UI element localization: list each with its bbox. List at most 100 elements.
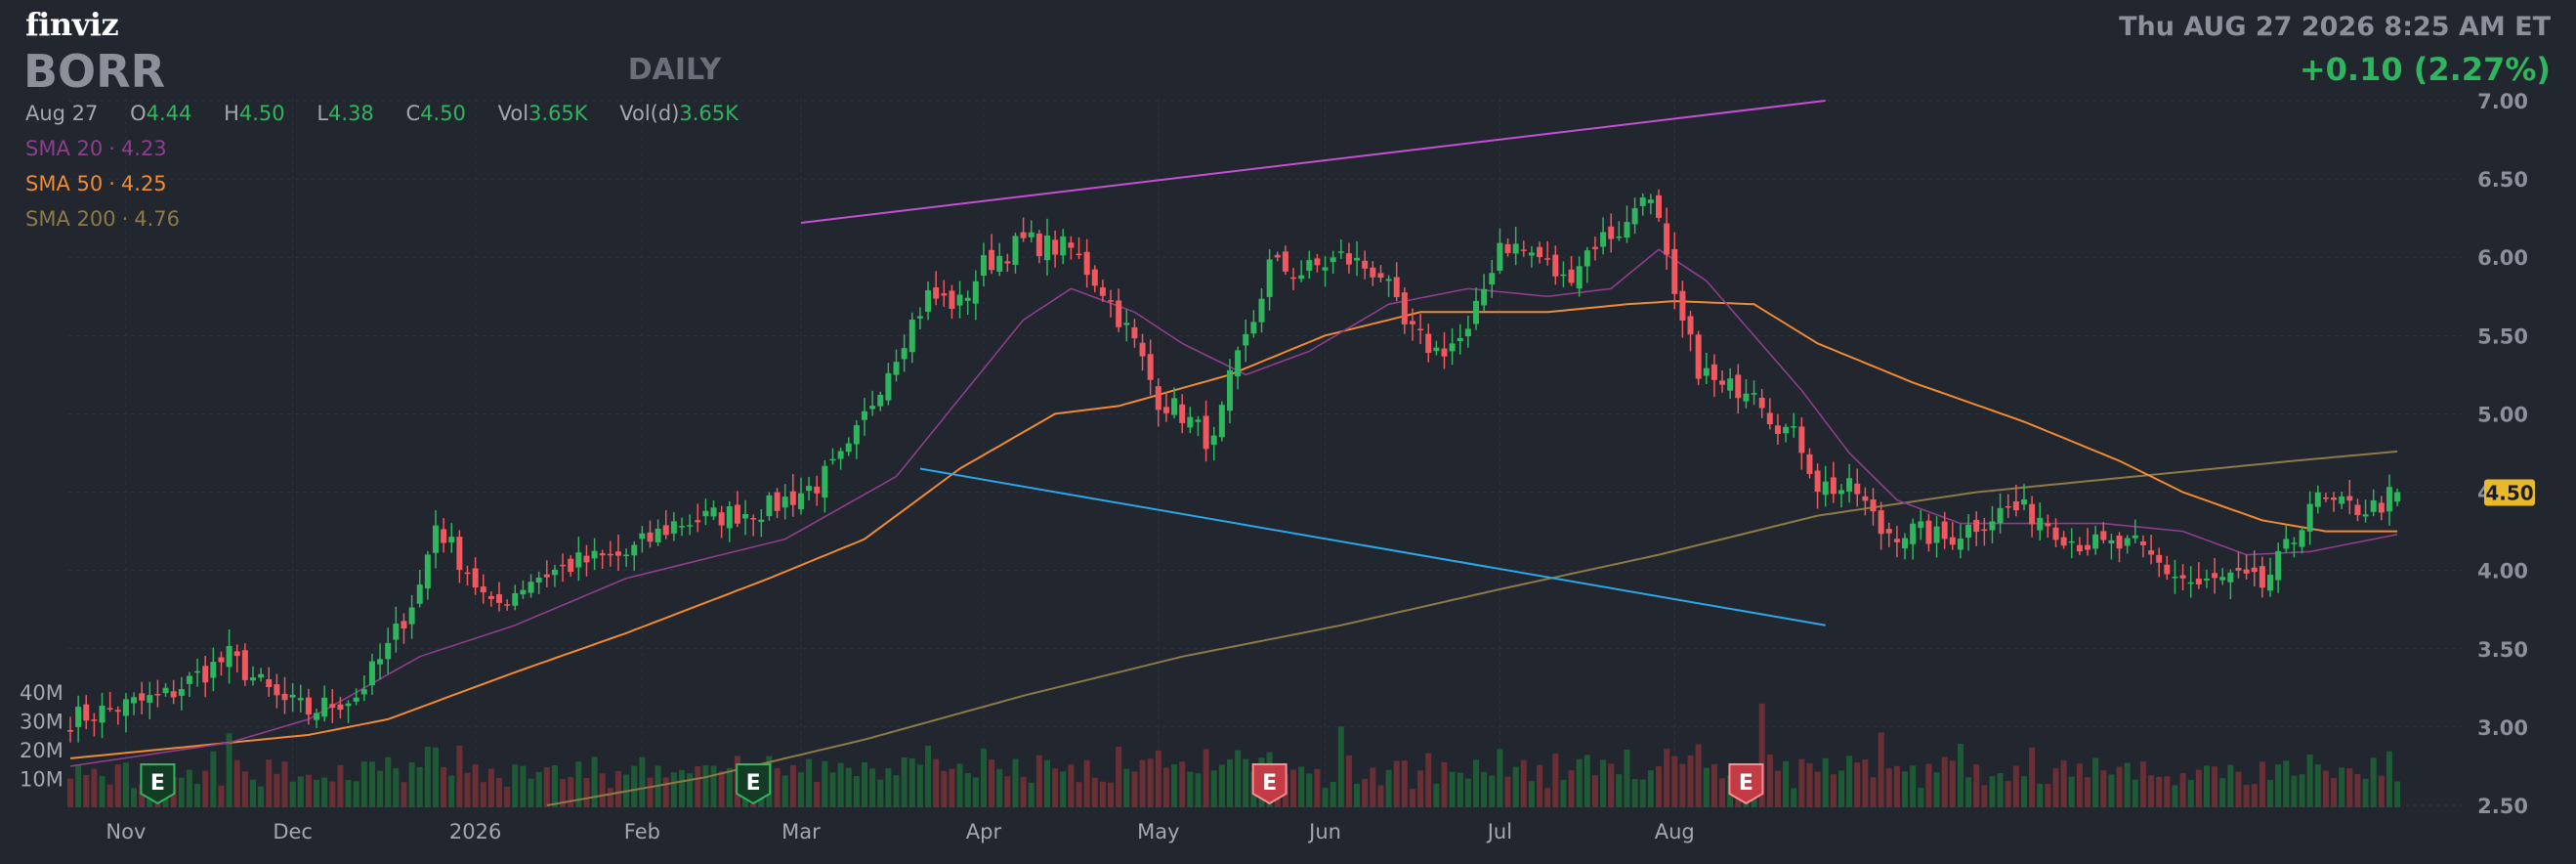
candle-body (901, 348, 908, 360)
volume-bar (1139, 759, 1146, 807)
volume-bar (2283, 760, 2290, 807)
candle-body (1512, 243, 1519, 254)
volume-bar (1973, 764, 1980, 807)
earnings-label: E (150, 771, 165, 796)
candle-body (1616, 236, 1623, 238)
volume-dollar-value: 3.65K (679, 102, 739, 125)
volume-bar (520, 765, 527, 807)
candle-body (1743, 393, 1750, 402)
open-value: 4.44 (146, 102, 192, 125)
candle-body (1282, 251, 1288, 272)
candle-body (1068, 242, 1075, 248)
volume-bar (1910, 765, 1917, 807)
candle-body (2139, 540, 2146, 545)
volume-bar (2195, 769, 2202, 807)
volume-bar (464, 772, 471, 807)
volume-bar (249, 779, 256, 807)
trendlines (800, 100, 1826, 626)
volume-bar (2148, 775, 2155, 807)
candle-body (106, 708, 113, 710)
candle-body (321, 697, 328, 717)
candle-body (1464, 328, 1471, 337)
sma200-legend[interactable]: SMA 200 · 4.76 (25, 207, 180, 231)
candle-body (1370, 267, 1376, 278)
volume-bar (1504, 776, 1511, 807)
volume-bar (1552, 753, 1559, 807)
volume-bar (1004, 776, 1011, 807)
candle-body (1918, 521, 1924, 529)
last-price-tag: 4.50 (2484, 479, 2535, 506)
volume-bar (1417, 770, 1424, 807)
volume-bar (845, 767, 852, 807)
moving-averages (69, 248, 2398, 806)
candle-body (1354, 257, 1361, 261)
candle-body (289, 694, 296, 698)
volume-bar (1656, 766, 1662, 807)
y-tick-label: 5.00 (2477, 403, 2528, 426)
y-tick-label: 7.00 (2477, 90, 2528, 113)
volume-bar (2219, 778, 2226, 807)
candle-body (695, 520, 701, 523)
x-tick-label: Mar (781, 820, 821, 843)
candle-body (1076, 253, 1082, 256)
candle-body (535, 577, 542, 583)
volume-bar (1425, 753, 1432, 807)
candle-body (837, 451, 844, 459)
volume-bar (2020, 776, 2027, 807)
volume-bar (2259, 761, 2265, 807)
volume-bar (297, 776, 304, 807)
candle-body (1377, 273, 1384, 279)
candle-body (845, 443, 852, 453)
candle-body (774, 492, 781, 511)
volume-bar (543, 767, 550, 807)
candle-body (980, 255, 987, 277)
candle-body (504, 604, 511, 606)
volume-bar (314, 779, 320, 807)
close-value: 4.50 (420, 102, 466, 125)
volume-bar (2314, 764, 2321, 807)
earnings-badge (1251, 763, 1288, 805)
candle-body (1957, 539, 1964, 550)
candle-body (2339, 496, 2345, 504)
sma20-legend[interactable]: SMA 20 · 4.23 (25, 137, 167, 160)
candle-body (2212, 573, 2218, 579)
volume-tick-label: 40M (20, 681, 63, 705)
candle-body (1758, 397, 1765, 409)
volume-bar (1068, 764, 1075, 807)
candle-body (487, 595, 494, 599)
candle-body (226, 645, 232, 668)
finviz-logo[interactable]: finviz (25, 6, 119, 43)
candle-body (1600, 232, 1607, 247)
candle-body (2172, 577, 2178, 579)
candle-body (480, 586, 486, 593)
candle-body (614, 551, 621, 556)
candle-body (2251, 567, 2258, 573)
earnings-badge (1728, 763, 1764, 805)
volume-bar (2052, 768, 2059, 807)
volume-bar (1957, 744, 1964, 807)
volume-bar (1918, 788, 1924, 807)
candle-body (2243, 569, 2250, 574)
volume-bar (2139, 761, 2146, 807)
candle-body (1187, 416, 1194, 428)
volume-bar (1854, 762, 1861, 807)
volume-bar (2243, 785, 2250, 807)
candle-body (814, 486, 821, 494)
volume-bar (432, 747, 439, 807)
volume-bar (472, 764, 479, 807)
volume-bar (877, 779, 884, 807)
sma200-value: 4.76 (134, 207, 181, 231)
candle-body (2275, 550, 2282, 581)
volume-bar (1997, 773, 2004, 807)
volume-bar (345, 780, 352, 807)
volume-bar (393, 768, 400, 807)
volume-bar (781, 775, 788, 807)
sma50-legend[interactable]: SMA 50 · 4.25 (25, 172, 167, 195)
candle-body (1504, 243, 1511, 253)
volume-bar (1330, 781, 1336, 807)
volume-bar (2322, 770, 2329, 807)
volume-bar (2100, 770, 2107, 807)
candle-body (2005, 505, 2011, 508)
candle-body (647, 532, 654, 542)
